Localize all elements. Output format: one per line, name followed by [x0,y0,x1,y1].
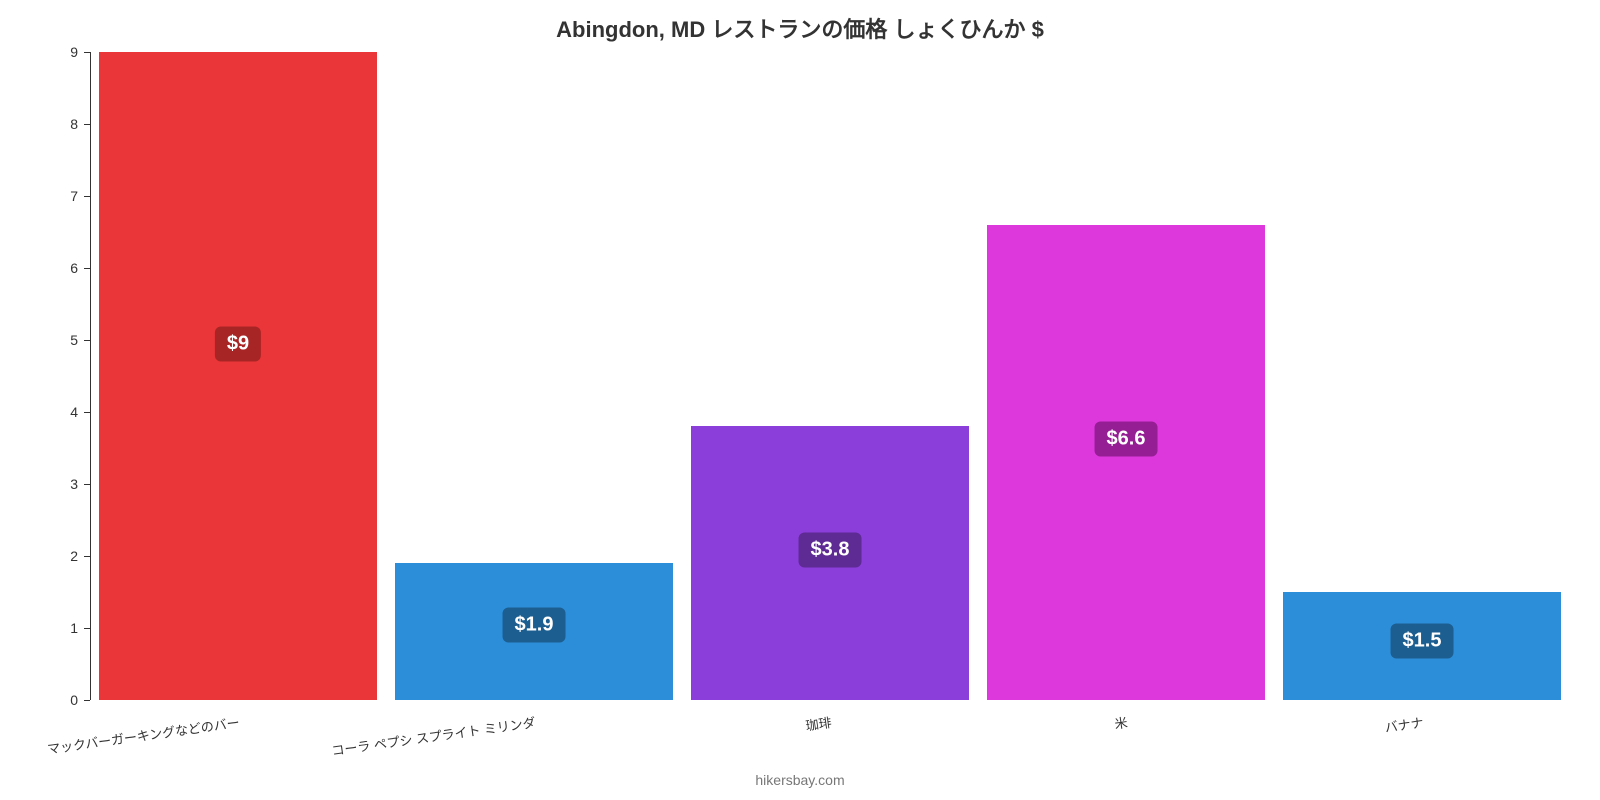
y-tick-label: 3 [70,476,90,492]
bar: $6.6 [987,225,1265,700]
value-badge: $1.5 [1391,623,1454,658]
y-tick-label: 2 [70,548,90,564]
y-tick-label: 6 [70,260,90,276]
value-badge: $6.6 [1095,421,1158,456]
value-badge: $1.9 [503,607,566,642]
bar: $1.5 [1283,592,1561,700]
y-tick-label: 1 [70,620,90,636]
y-tick-label: 4 [70,404,90,420]
bars-layer: $9 $1.9 $3.8 $6.6 $1.5 [90,52,1570,700]
bar: $9 [99,52,377,700]
y-tick-label: 7 [70,188,90,204]
bar: $1.9 [395,563,673,700]
credit-text: hikersbay.com [0,772,1600,788]
y-tick-label: 9 [70,44,90,60]
x-axis-label: バナナ [1383,712,1424,736]
y-tick-label: 8 [70,116,90,132]
x-axis-label: コーラ ペプシ スプライト ミリンダ [330,712,536,759]
chart-title: Abingdon, MD レストランの価格 しょくひんか $ [0,12,1600,44]
y-tick-label: 0 [70,692,90,708]
bar: $3.8 [691,426,969,700]
value-badge: $9 [215,326,261,361]
plot-area: $9$1.9$3.8$6.6$1.5 0123456789 [90,52,1570,700]
x-axis-label: マックバーガーキングなどのバー [46,712,241,758]
y-tick-label: 5 [70,332,90,348]
price-bar-chart: Abingdon, MD レストランの価格 しょくひんか $ $9 $1.9 $3.… [0,0,1600,800]
value-badge: $3.8 [799,532,862,567]
x-axis-label: 珈琲 [804,712,832,734]
x-axis-label: 米 [1113,712,1129,733]
